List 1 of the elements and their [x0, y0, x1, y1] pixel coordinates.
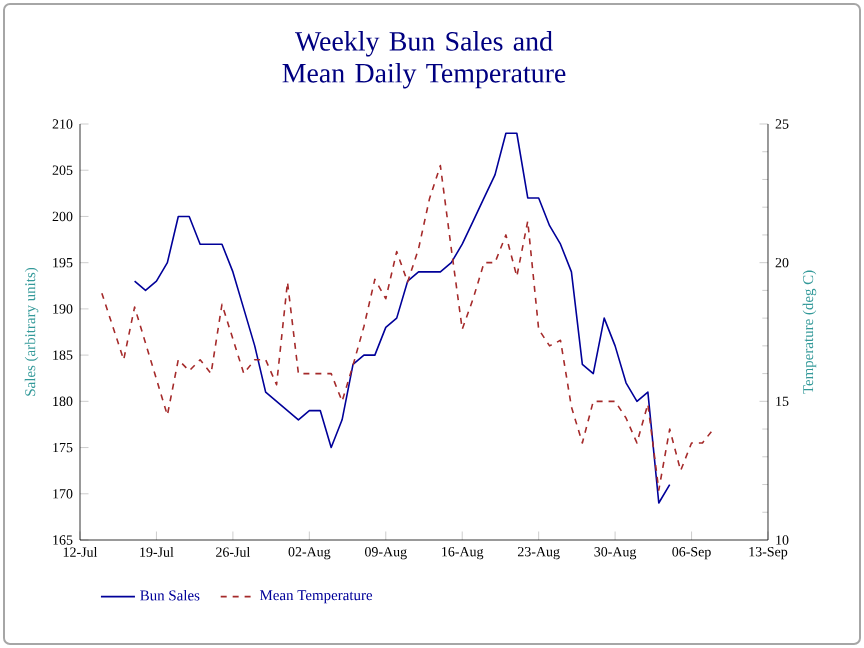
chart-title: Weekly Bun Sales and Mean Daily Temperature	[282, 31, 566, 89]
